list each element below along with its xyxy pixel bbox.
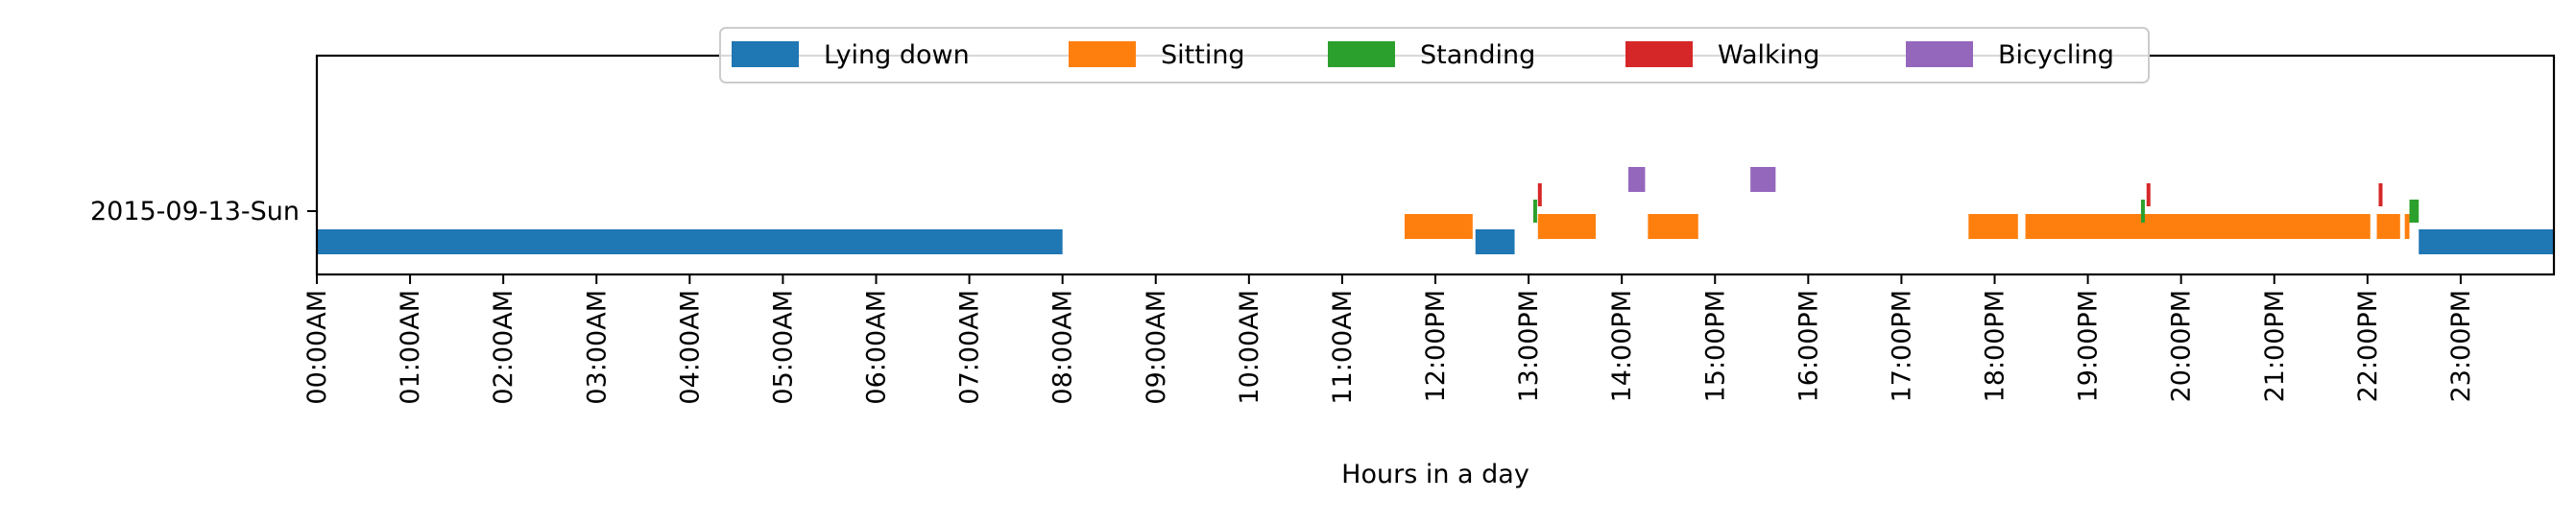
x-tick-label: 09:00AM [1142, 290, 1171, 405]
legend-swatch-standing [1328, 41, 1395, 67]
x-tick-label: 02:00AM [489, 290, 518, 405]
legend-items: Lying down Sitting Standing Walking Bicyclin… [732, 40, 2114, 70]
x-tick-label: 23:00PM [2446, 290, 2476, 402]
x-tick-label: 10:00AM [1235, 290, 1264, 405]
x-tick-label: 04:00AM [675, 290, 705, 405]
x-tick-label: 20:00PM [2167, 290, 2197, 402]
x-tick-label: 05:00AM [768, 290, 798, 405]
sitting-bar [1404, 214, 1473, 239]
legend-swatch-sitting [1069, 41, 1136, 67]
x-tick-label: 01:00AM [396, 290, 425, 405]
x-tick-label: 07:00AM [955, 290, 985, 405]
sitting-bar [1537, 214, 1596, 239]
x-tick-label: 06:00AM [862, 290, 892, 405]
legend-swatch-bicycling [1906, 41, 1973, 67]
x-tick-label: 19:00PM [2074, 290, 2104, 402]
y-tick-label: 2015-09-13-Sun [90, 197, 300, 226]
x-axis-label: Hours in a day [1341, 460, 1529, 489]
sitting-bar [2404, 214, 2410, 239]
walking-bar [2378, 183, 2383, 206]
x-tick-label: 18:00PM [1981, 290, 2010, 402]
x-tick-label: 00:00AM [302, 290, 332, 405]
legend-label-lying-down: Lying down [824, 40, 970, 70]
legend-swatch-walking [1625, 41, 1693, 67]
x-tick-label: 13:00PM [1514, 290, 1544, 402]
sitting-bar [2376, 214, 2400, 239]
sitting-bar [2025, 214, 2371, 239]
y-axis-tick: 2015-09-13-Sun [90, 197, 317, 226]
legend-label-sitting: Sitting [1161, 40, 1245, 70]
x-tick-label: 12:00PM [1421, 290, 1451, 402]
x-tick-label: 16:00PM [1794, 290, 1823, 402]
legend-swatch-lying-down [732, 41, 799, 67]
lying-down-bar [1475, 229, 1515, 254]
lying-down-bar [2419, 229, 2554, 254]
x-tick-label: 17:00PM [1887, 290, 1916, 402]
walking-bar [1537, 183, 1542, 206]
x-tick-label: 22:00PM [2353, 290, 2383, 402]
legend-label-bicycling: Bicycling [1998, 40, 2114, 70]
walking-bar [2146, 183, 2151, 206]
legend: Lying down Sitting Standing Walking Bicyclin… [719, 27, 2150, 83]
x-tick-label: 15:00PM [1700, 290, 1730, 402]
lying-down-bar [317, 229, 1063, 254]
bicycling-bar [1627, 167, 1646, 192]
x-tick-label: 14:00PM [1607, 290, 1637, 402]
bicycling-bar [1750, 167, 1776, 192]
sitting-bar [1648, 214, 1698, 239]
x-tick-label: 03:00AM [582, 290, 612, 405]
x-tick-label: 21:00PM [2260, 290, 2290, 402]
standing-bar [1532, 200, 1537, 223]
x-tick-label: 11:00AM [1328, 290, 1358, 405]
standing-bar [2409, 200, 2420, 223]
x-axis-ticks: 00:00AM 01:00AM 02:00AM 03:00AM 04:00AM 05:00… [302, 274, 2476, 405]
sitting-bar [1968, 214, 2018, 239]
legend-label-walking: Walking [1718, 40, 1819, 70]
activity-bars [317, 167, 2554, 254]
x-tick-label: 08:00AM [1048, 290, 1078, 405]
standing-bar [2140, 200, 2145, 223]
legend-label-standing: Standing [1420, 40, 1535, 70]
